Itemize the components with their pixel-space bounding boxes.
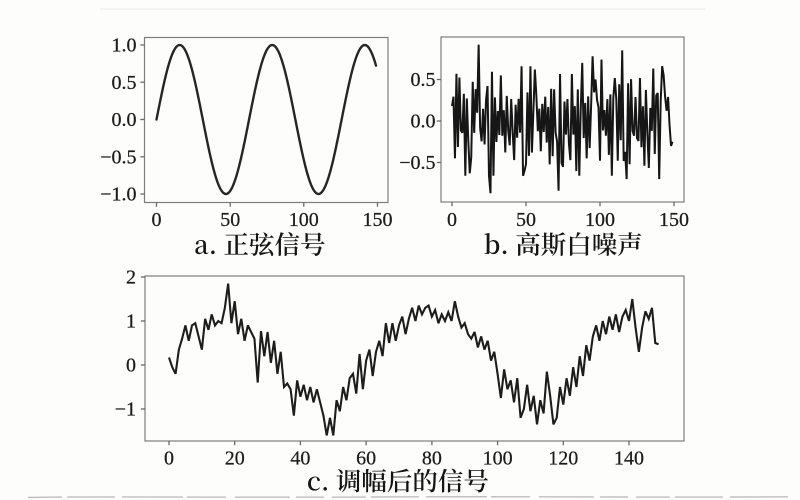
svg-text:100: 100 [289,209,319,231]
svg-text:80: 80 [422,448,442,470]
svg-text:0: 0 [126,355,136,377]
svg-text:0.0: 0.0 [411,111,436,133]
svg-text:40: 40 [290,448,310,470]
svg-text:1.0: 1.0 [112,35,137,57]
svg-text:140: 140 [614,448,644,470]
svg-text:−1: −1 [115,399,136,421]
svg-text:0: 0 [164,448,174,470]
svg-text:50: 50 [516,209,536,231]
svg-text:0: 0 [447,209,457,231]
svg-text:20: 20 [225,448,245,470]
svg-text:0.5: 0.5 [112,72,137,94]
svg-text:150: 150 [363,209,393,231]
svg-text:0.0: 0.0 [112,109,137,131]
svg-text:100: 100 [585,209,615,231]
svg-text:120: 120 [548,448,578,470]
svg-text:−0.5: −0.5 [399,152,435,174]
svg-text:0: 0 [152,209,162,231]
svg-text:1: 1 [126,311,136,333]
svg-text:100: 100 [483,448,513,470]
svg-text:−1.0: −1.0 [100,184,136,206]
svg-text:150: 150 [659,209,689,231]
svg-text:60: 60 [356,448,376,470]
svg-text:−0.5: −0.5 [100,146,136,168]
svg-text:2: 2 [126,267,136,289]
svg-text:50: 50 [220,209,240,231]
svg-text:0.5: 0.5 [411,69,436,91]
